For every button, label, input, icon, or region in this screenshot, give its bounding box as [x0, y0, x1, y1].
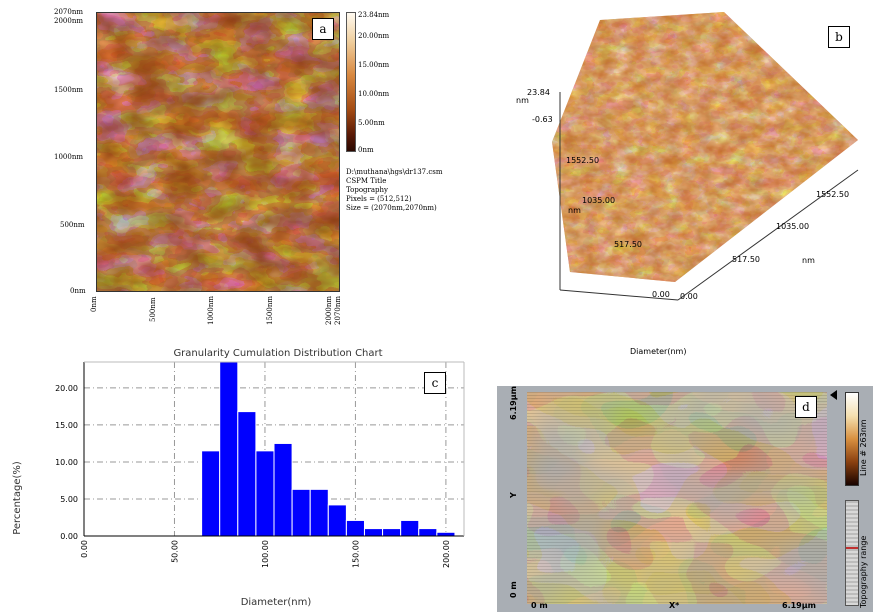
d-range-bar — [845, 500, 859, 606]
x-tick-label: 50.00 — [170, 540, 179, 563]
a-ytick-2070: 2070nm — [54, 8, 83, 16]
x-axis-label: Diameter(nm) — [241, 597, 312, 608]
histogram-bar — [237, 411, 257, 537]
histogram-bar — [219, 361, 239, 537]
b-right-tick-1035: 1035.00 — [776, 222, 810, 231]
panel-d-tag: d — [795, 396, 817, 418]
a-ytick-0: 0nm — [70, 287, 86, 295]
y-tick-label: 10.00 — [55, 458, 78, 467]
d-color-scale — [845, 392, 859, 486]
y-axis-label: Percentage(%) — [12, 461, 23, 535]
d-range-label: Topography range — [859, 535, 868, 608]
b-diameter-label: Diameter(nm) — [630, 347, 687, 356]
panel-c-tag: c — [424, 372, 446, 394]
panel-b-tag: b — [828, 26, 850, 48]
histogram-bar — [255, 450, 275, 537]
histogram-bar — [273, 442, 293, 537]
afm-2d-image — [96, 12, 340, 292]
b-left-tick-1035: 1035.00 — [582, 196, 616, 205]
scale-tick-0: 0nm — [358, 146, 374, 154]
info-size: Size = (2070nm,2070nm) — [346, 204, 437, 212]
b-z-unit: nm — [516, 96, 529, 105]
y-tick-label: 20.00 — [55, 384, 78, 393]
b-left-unit: nm — [568, 206, 581, 215]
d-xtick-mid: X* — [669, 601, 680, 610]
a-ytick-2000: 2000nm — [54, 17, 83, 25]
x-tick-label: 200.00 — [442, 540, 451, 568]
histogram-bar — [400, 519, 420, 537]
d-scale-label: Line # 263nm — [859, 419, 868, 476]
d-ytick-bottom: 0 m — [509, 581, 518, 598]
b-z-top: 23.84 — [527, 88, 550, 97]
chart-title: Granularity Cumulation Distribution Char… — [173, 348, 382, 359]
a-xtick-0: 0nm — [90, 296, 98, 312]
histogram-bar — [363, 528, 384, 537]
scale-tick-10: 10.00nm — [358, 90, 390, 98]
color-scale-bar — [346, 12, 356, 152]
panel-b: b nm 23.84 -0.63 1552.50 1035.00 nm 517.… — [480, 0, 873, 360]
d-ytick-mid: Y — [509, 492, 518, 498]
y-tick-label: 5.00 — [60, 495, 78, 504]
b-right-tick-0: 0.00 — [680, 292, 698, 301]
a-xtick-500: 500nm — [149, 297, 157, 322]
panel-a-tag: a — [312, 18, 334, 40]
b-right-tick-1552: 1552.50 — [816, 190, 850, 199]
afm-3d-surface — [552, 12, 859, 301]
a-xtick-2000: 2000nm — [325, 296, 333, 325]
d-xtick-left: 0 m — [531, 601, 548, 610]
d-range-marker — [846, 547, 858, 549]
a-ytick-500: 500nm — [60, 221, 85, 229]
panel-d: 6.19µm Y 0 m 0 m X* 6.19µm d Line # 263n… — [497, 386, 873, 612]
scale-tick-15: 15.00nm — [358, 61, 390, 69]
x-tick-label: 100.00 — [261, 540, 270, 568]
x-tick-label: 150.00 — [351, 540, 360, 568]
b-z-bottom: -0.63 — [532, 115, 553, 124]
histogram-bar — [418, 528, 438, 537]
scale-tick-5: 5.00nm — [358, 119, 385, 127]
histogram-bar — [309, 488, 329, 537]
y-tick-label: 15.00 — [55, 421, 78, 430]
a-ytick-1500: 1500nm — [54, 86, 83, 94]
histogram-bar — [382, 528, 402, 537]
panel-a: 2070nm 2000nm 1500nm 1000nm 500nm 0nm a … — [0, 0, 470, 330]
a-xtick-2070: 2070nm — [334, 296, 342, 325]
histogram-bar — [436, 531, 456, 537]
info-pixels: Pixels = (512,512) — [346, 195, 412, 203]
info-file: D:\muthana\hgs\dr137.csm — [346, 168, 443, 176]
a-ytick-1000: 1000nm — [54, 153, 83, 161]
histogram-chart: Granularity Cumulation Distribution Char… — [12, 348, 465, 608]
info-title: CSPM Title — [346, 177, 387, 185]
topography-image — [527, 392, 827, 604]
histogram-bar — [201, 450, 221, 537]
histogram-bar — [291, 488, 311, 537]
b-left-tick-0: 0.00 — [652, 290, 670, 299]
b-left-tick-517: 517.50 — [614, 240, 642, 249]
d-xtick-right: 6.19µm — [782, 601, 816, 610]
histogram-bar — [345, 519, 365, 537]
histogram-bar — [327, 504, 347, 537]
d-marker-icon — [830, 390, 837, 400]
d-ytick-top: 6.19µm — [509, 386, 518, 420]
scale-tick-20: 20.00nm — [358, 32, 390, 40]
a-xtick-1500: 1500nm — [266, 296, 274, 325]
scale-tick-top: 23.84nm — [358, 11, 390, 19]
y-tick-label: 0.00 — [60, 532, 78, 541]
a-xtick-1000: 1000nm — [207, 296, 215, 325]
b-right-tick-517: 517.50 — [732, 255, 760, 264]
info-mode: Topography — [346, 186, 388, 194]
x-tick-label: 0.00 — [80, 540, 89, 558]
b-left-tick-1552: 1552.50 — [566, 156, 600, 165]
b-right-unit: nm — [802, 256, 815, 265]
panel-c: Granularity Cumulation Distribution Char… — [0, 340, 480, 612]
